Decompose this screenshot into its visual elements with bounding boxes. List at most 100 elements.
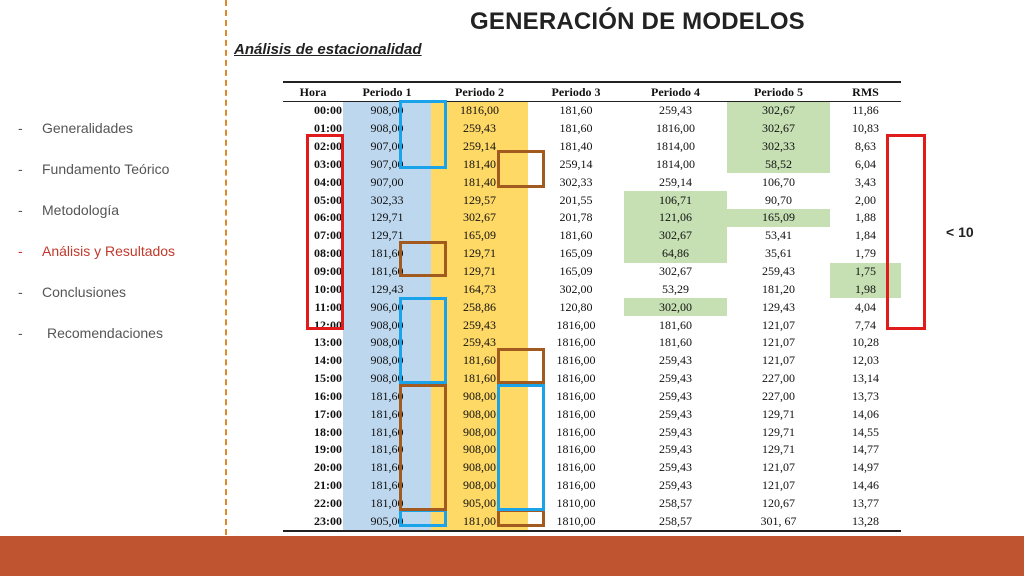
box-rms	[886, 134, 926, 330]
table-row: 18:00 181,60 908,00 1816,00 259,43 129,71 14,5…	[283, 423, 901, 442]
value-cell: 1,98	[830, 280, 901, 299]
value-cell: 227,00	[762, 371, 795, 386]
value-cell: 908,00	[431, 387, 528, 406]
value-cell: 1810,00	[556, 495, 596, 510]
nav-item-label: Generalidades	[42, 120, 134, 136]
value-cell: 106,71	[624, 191, 727, 210]
table-row: 01:00 908,00 259,43 181,60 1816,00 302,67 10,8…	[283, 119, 901, 138]
value-cell: 302,67	[659, 264, 692, 279]
table-row: 22:00 181,00 905,00 1810,00 258,57 120,67 13,7…	[283, 494, 901, 513]
hour-cell: 21:00	[314, 478, 342, 493]
value-cell: 181,60	[559, 103, 593, 118]
table-row: 23:00 905,00 181,00 1810,00 258,57 301, 67 13,…	[283, 512, 901, 533]
column-header: Periodo 1	[343, 81, 431, 102]
value-cell: 1,79	[855, 246, 876, 261]
value-cell: 164,73	[431, 280, 528, 299]
value-cell: 906,00	[343, 298, 431, 317]
value-cell: 106,70	[762, 174, 795, 189]
value-cell: 121,07	[762, 460, 795, 475]
value-cell: 1816,00	[556, 353, 596, 368]
value-cell: 905,00	[343, 512, 431, 533]
value-cell: 181,60	[659, 317, 692, 332]
value-cell: 1,88	[855, 210, 876, 225]
table-row: 20:00 181,60 908,00 1816,00 259,43 121,07 14,9…	[283, 458, 901, 477]
value-cell: 1814,00	[656, 139, 695, 154]
value-cell: 1816,00	[556, 406, 596, 421]
table-row: 04:00 907,00 181,40 302,33 259,14 106,70 3,43	[283, 173, 901, 192]
value-cell: 53,41	[765, 228, 792, 243]
hour-cell: 09:00	[314, 264, 342, 279]
value-cell: 1816,00	[556, 335, 596, 350]
value-cell: 53,29	[662, 281, 689, 296]
value-cell: 90,70	[765, 192, 792, 207]
value-cell: 121,07	[762, 478, 795, 493]
value-cell: 165,09	[559, 264, 593, 279]
page-title: GENERACIÓN DE MODELOS	[470, 8, 805, 35]
value-cell: 302,00	[624, 298, 727, 317]
table-row: 08:00 181,60 129,71 165,09 64,86 35,61 1,79	[283, 244, 901, 263]
value-cell: 181,20	[762, 281, 795, 296]
column-header: Periodo 2	[431, 81, 528, 102]
value-cell: 129,71	[431, 262, 528, 281]
nav-item-analisis[interactable]: - Análisis y Resultados	[18, 243, 175, 284]
value-cell: 1816,00	[556, 388, 596, 403]
value-cell: 14,06	[852, 406, 879, 421]
column-header: Periodo 5	[727, 81, 830, 102]
value-cell: 259,43	[659, 442, 692, 457]
value-cell: 259,43	[659, 424, 692, 439]
box-periodo2-top	[497, 150, 545, 188]
hour-cell: 23:00	[283, 512, 343, 533]
value-cell: 120,67	[762, 495, 795, 510]
nav-item-generalidades[interactable]: - Generalidades	[18, 120, 175, 161]
value-cell: 1816,00	[556, 478, 596, 493]
table-row: 17:00 181,60 908,00 1816,00 259,43 129,71 14,0…	[283, 405, 901, 424]
table-row: 05:00 302,33 129,57 201,55 106,71 90,70 2,00	[283, 191, 901, 210]
nav-item-conclusiones[interactable]: - Conclusiones	[18, 284, 175, 325]
value-cell: 259,43	[431, 316, 528, 334]
value-cell: 259,43	[659, 388, 692, 403]
value-cell: 201,78	[559, 210, 593, 225]
value-cell: 181,60	[559, 121, 593, 136]
value-cell: 121,07	[762, 353, 795, 368]
value-cell: 121,07	[762, 317, 795, 332]
value-cell: 908,00	[431, 441, 528, 459]
value-cell: 13,28	[830, 512, 901, 533]
value-cell: 14,55	[852, 424, 879, 439]
value-cell: 120,80	[559, 299, 593, 314]
bullet-dash: -	[18, 202, 23, 218]
value-cell: 907,00	[343, 173, 431, 192]
nav-item-fundamento[interactable]: - Fundamento Teórico	[18, 161, 175, 202]
nav-item-metodologia[interactable]: - Metodología	[18, 202, 175, 243]
box-periodo2-mid	[497, 348, 545, 384]
value-cell: 259,43	[659, 460, 692, 475]
value-cell: 1816,00	[556, 317, 596, 332]
nav-item-label: Análisis y Resultados	[42, 243, 176, 259]
table-row: 15:00 908,00 181,60 1816,00 259,43 227,00 13,1…	[283, 369, 901, 388]
value-cell: 181,60	[559, 228, 593, 243]
value-cell: 129,71	[431, 244, 528, 263]
value-cell: 129,43	[343, 280, 431, 299]
value-cell: 12,03	[852, 353, 879, 368]
column-header: RMS	[830, 81, 901, 102]
value-cell: 908,00	[343, 333, 431, 352]
hour-cell: 05:00	[314, 192, 342, 207]
box-periodo1-bottom	[399, 509, 447, 527]
nav-item-label: Recomendaciones	[47, 325, 163, 341]
value-cell: 181,60	[343, 405, 431, 424]
value-cell: 14,46	[852, 478, 879, 493]
value-cell: 129,57	[431, 191, 528, 210]
value-cell: 35,61	[765, 246, 792, 261]
value-cell: 908,00	[343, 101, 431, 120]
value-cell: 1816,00	[556, 442, 596, 457]
value-cell: 10,83	[852, 121, 879, 136]
box-periodo1-orange	[399, 241, 447, 277]
footer-bar	[0, 536, 1024, 576]
value-cell: 181,40	[559, 139, 593, 154]
hour-cell: 08:00	[314, 246, 342, 261]
hour-cell: 22:00	[314, 495, 342, 510]
table-row: 09:00 181,60 129,71 165,09 302,67 259,43 1,75	[283, 262, 901, 281]
value-cell: 259,43	[659, 103, 692, 118]
table-row: 13:00 908,00 259,43 1816,00 181,60 121,07 10,2…	[283, 333, 901, 352]
nav-item-recomendaciones[interactable]: - Recomendaciones	[18, 325, 175, 366]
table-row: 07:00 129,71 165,09 181,60 302,67 53,41 1,84	[283, 226, 901, 245]
